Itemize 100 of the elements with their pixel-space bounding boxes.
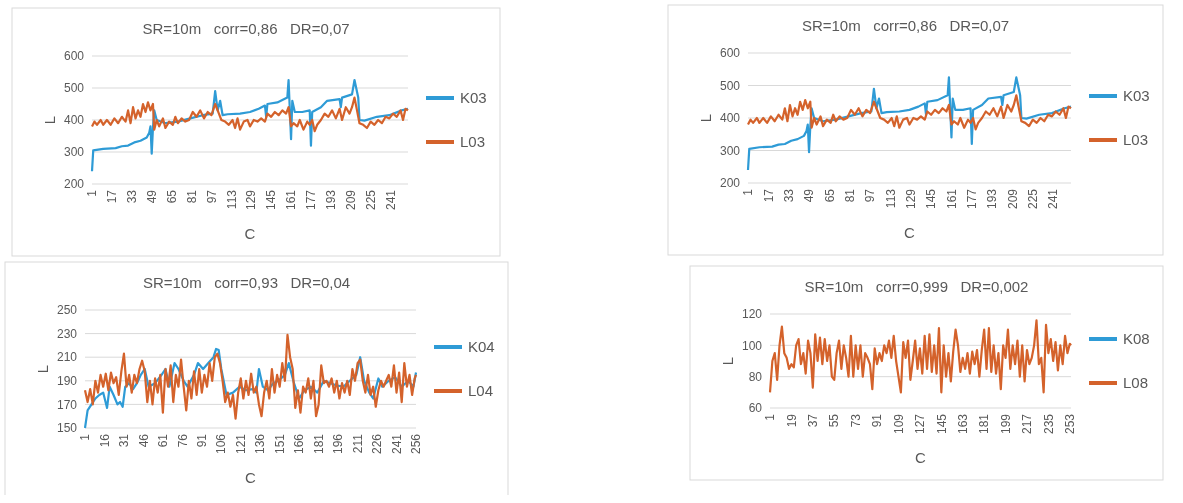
- x-tick-label: 81: [842, 188, 857, 203]
- x-tick-label: 19: [784, 413, 799, 428]
- line-series: [90, 78, 410, 173]
- chart-title: SR=10m corr=0,93 DR=0,04: [142, 274, 351, 291]
- x-tick-label: 163: [955, 413, 970, 435]
- x-tick-label: 136: [253, 433, 268, 455]
- x-tick-label: 209: [343, 189, 358, 211]
- x-tick-label: 17: [761, 188, 776, 203]
- x-tick-label: 196: [331, 433, 346, 455]
- chart-title: SR=10m corr=0,86 DR=0,07: [142, 20, 350, 37]
- x-tick-label: 109: [891, 413, 906, 435]
- x-tick-label: 161: [284, 189, 299, 211]
- x-tick-label: 91: [870, 413, 885, 428]
- y-tick-label: 600: [63, 49, 85, 64]
- y-tick-label: 80: [748, 369, 763, 384]
- x-tick-label: 49: [144, 189, 159, 204]
- x-tick-label: 73: [848, 413, 863, 428]
- x-tick-label: 49: [802, 188, 817, 203]
- x-tick-label: 46: [136, 433, 151, 448]
- x-tick-label: 121: [233, 433, 248, 455]
- line-series: [768, 319, 1073, 394]
- y-axis-title: L: [697, 113, 715, 123]
- y-tick-label: 250: [56, 303, 78, 318]
- x-tick-label: 61: [156, 433, 171, 448]
- x-axis-title: C: [904, 224, 916, 241]
- x-tick-label: 16: [97, 433, 112, 448]
- x-tick-label: 55: [827, 413, 842, 428]
- line-series: [746, 94, 1073, 131]
- x-axis-title: C: [245, 469, 257, 486]
- x-tick-label: 31: [117, 433, 132, 448]
- y-tick-label: 230: [56, 326, 78, 341]
- y-tick-label: 400: [719, 111, 741, 126]
- x-tick-label: 177: [304, 189, 319, 211]
- x-tick-label: 113: [883, 188, 898, 209]
- legend-label: K03: [1123, 87, 1150, 105]
- x-tick-label: 1: [763, 413, 778, 421]
- y-tick-label: 190: [56, 374, 78, 388]
- x-axis-title: C: [915, 449, 927, 466]
- line-series: [746, 76, 1073, 172]
- x-tick-label: 241: [1046, 188, 1061, 210]
- x-tick-label: 17: [105, 189, 120, 204]
- x-tick-label: 145: [934, 413, 949, 435]
- chart-title: SR=10m corr=0,999 DR=0,002: [804, 278, 1029, 295]
- x-tick-label: 129: [244, 189, 259, 211]
- y-tick-label: 300: [63, 145, 85, 160]
- legend-label: L03: [1123, 131, 1149, 149]
- x-tick-label: 33: [781, 188, 796, 203]
- x-tick-label: 1: [85, 189, 100, 197]
- x-tick-label: 129: [903, 188, 918, 210]
- y-tick-label: 200: [63, 177, 85, 192]
- x-tick-label: 127: [913, 413, 928, 435]
- line-series: [90, 96, 410, 133]
- y-tick-label: 300: [719, 143, 741, 158]
- y-tick-label: 170: [56, 397, 78, 412]
- x-tick-label: 166: [292, 433, 307, 455]
- x-tick-label: 199: [998, 413, 1013, 435]
- y-tick-label: 200: [719, 176, 741, 191]
- y-tick-label: 210: [56, 350, 78, 365]
- x-tick-label: 33: [125, 189, 140, 204]
- x-tick-label: 1: [78, 433, 93, 441]
- x-tick-label: 241: [383, 189, 398, 211]
- x-tick-label: 181: [977, 413, 992, 435]
- x-tick-label: 193: [324, 189, 339, 211]
- x-tick-label: 235: [1041, 413, 1056, 435]
- x-tick-label: 217: [1020, 413, 1035, 435]
- y-axis-title: L: [719, 356, 737, 366]
- x-tick-label: 211: [350, 433, 365, 454]
- line-series: [83, 347, 418, 430]
- x-tick-label: 225: [1026, 188, 1041, 210]
- x-tick-label: 81: [184, 189, 199, 204]
- x-tick-label: 151: [272, 433, 287, 455]
- line-series: [83, 333, 418, 420]
- x-tick-label: 161: [944, 188, 959, 210]
- legend-label: K04: [468, 338, 495, 356]
- y-tick-label: 500: [719, 78, 741, 93]
- x-tick-label: 145: [264, 189, 279, 211]
- x-tick-label: 253: [1063, 413, 1078, 435]
- x-tick-label: 145: [924, 188, 939, 210]
- x-tick-label: 181: [311, 433, 326, 455]
- x-tick-label: 97: [204, 189, 219, 204]
- x-tick-label: 91: [195, 433, 210, 448]
- x-tick-label: 209: [1005, 188, 1020, 210]
- y-tick-label: 600: [719, 46, 741, 61]
- x-tick-label: 37: [806, 413, 821, 428]
- x-tick-label: 76: [175, 433, 190, 448]
- x-tick-label: 177: [965, 188, 980, 210]
- x-tick-label: 97: [863, 188, 878, 203]
- x-tick-label: 106: [214, 433, 229, 455]
- x-tick-label: 193: [985, 188, 1000, 210]
- y-tick-label: 60: [748, 401, 763, 416]
- x-tick-label: 241: [389, 433, 404, 455]
- legend-label: L03: [460, 133, 486, 151]
- y-tick-label: 400: [63, 113, 85, 128]
- x-tick-label: 65: [822, 188, 837, 203]
- y-axis-title: L: [34, 364, 52, 374]
- legend-label: K08: [1123, 330, 1150, 348]
- x-tick-label: 226: [370, 433, 385, 455]
- y-tick-label: 150: [56, 421, 78, 436]
- legend-label: L04: [468, 382, 494, 400]
- y-axis-title: L: [41, 115, 59, 125]
